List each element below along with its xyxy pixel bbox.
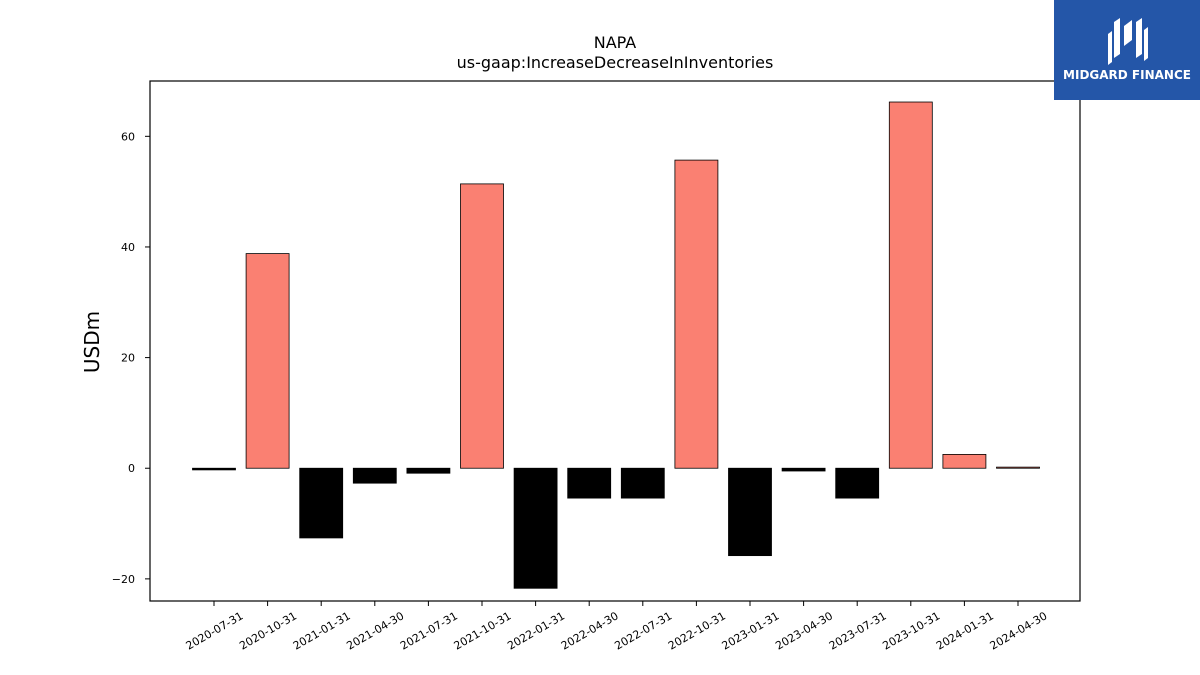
bar-2023-10-31	[888, 101, 933, 469]
x-ticks-group: 2020-07-312020-10-312021-01-312021-04-30…	[184, 601, 1050, 653]
x-tick-label: 2023-10-31	[880, 609, 942, 652]
x-tick-label: 2024-01-31	[934, 609, 996, 652]
x-tick-label: 2022-01-31	[505, 609, 567, 652]
y-tick-label: 20	[121, 352, 135, 365]
x-tick-label: 2022-07-31	[612, 609, 674, 652]
bar-2022-07-31	[620, 467, 665, 499]
chart-subtitle: us-gaap:IncreaseDecreaseInInventories	[457, 53, 774, 72]
bars-group	[192, 101, 1040, 589]
plot-frame	[149, 80, 1081, 602]
bar-2023-07-31	[835, 467, 880, 499]
x-tick-label: 2024-04-30	[988, 609, 1050, 652]
bar-2021-10-31	[460, 183, 504, 469]
bar-2023-04-30	[781, 467, 826, 472]
x-tick-label: 2023-07-31	[827, 609, 889, 652]
bar-2021-07-31	[406, 467, 451, 474]
x-tick-label: 2021-04-30	[344, 609, 406, 652]
x-tick-label: 2021-10-31	[452, 609, 514, 652]
bar-2020-07-31	[192, 467, 236, 471]
brand-logo: MIDGARD FINANCE	[1054, 0, 1200, 100]
x-tick-label: 2020-10-31	[237, 609, 299, 652]
chart-title: NAPA	[594, 33, 637, 52]
x-tick-label: 2023-01-31	[720, 609, 782, 652]
bar-2022-04-30	[567, 467, 612, 499]
y-axis-label: USDm	[80, 311, 104, 373]
bar-2021-04-30	[352, 467, 397, 484]
y-tick-label: −20	[112, 573, 135, 586]
bar-2024-04-30	[996, 466, 1040, 469]
bar-2023-01-31	[728, 467, 772, 557]
x-tick-label: 2021-01-31	[291, 609, 353, 652]
bar-2024-01-31	[942, 454, 987, 469]
x-tick-label: 2023-04-30	[773, 609, 835, 652]
x-tick-label: 2022-04-30	[559, 609, 621, 652]
bar-2021-01-31	[299, 467, 344, 539]
y-tick-label: 0	[128, 462, 135, 475]
y-tick-label: 40	[121, 241, 135, 254]
y-tick-label: 60	[121, 130, 135, 143]
logo-mark-icon	[1108, 18, 1148, 65]
bar-2020-10-31	[245, 253, 290, 469]
logo-text: MIDGARD FINANCE	[1063, 68, 1191, 82]
x-tick-label: 2022-10-31	[666, 609, 728, 652]
bar-2022-10-31	[674, 159, 719, 469]
x-tick-label: 2021-07-31	[398, 609, 460, 652]
bar-2022-01-31	[513, 467, 558, 589]
y-ticks-group: −20 0 20 40 60	[112, 130, 150, 586]
x-tick-label: 2020-07-31	[184, 609, 246, 652]
